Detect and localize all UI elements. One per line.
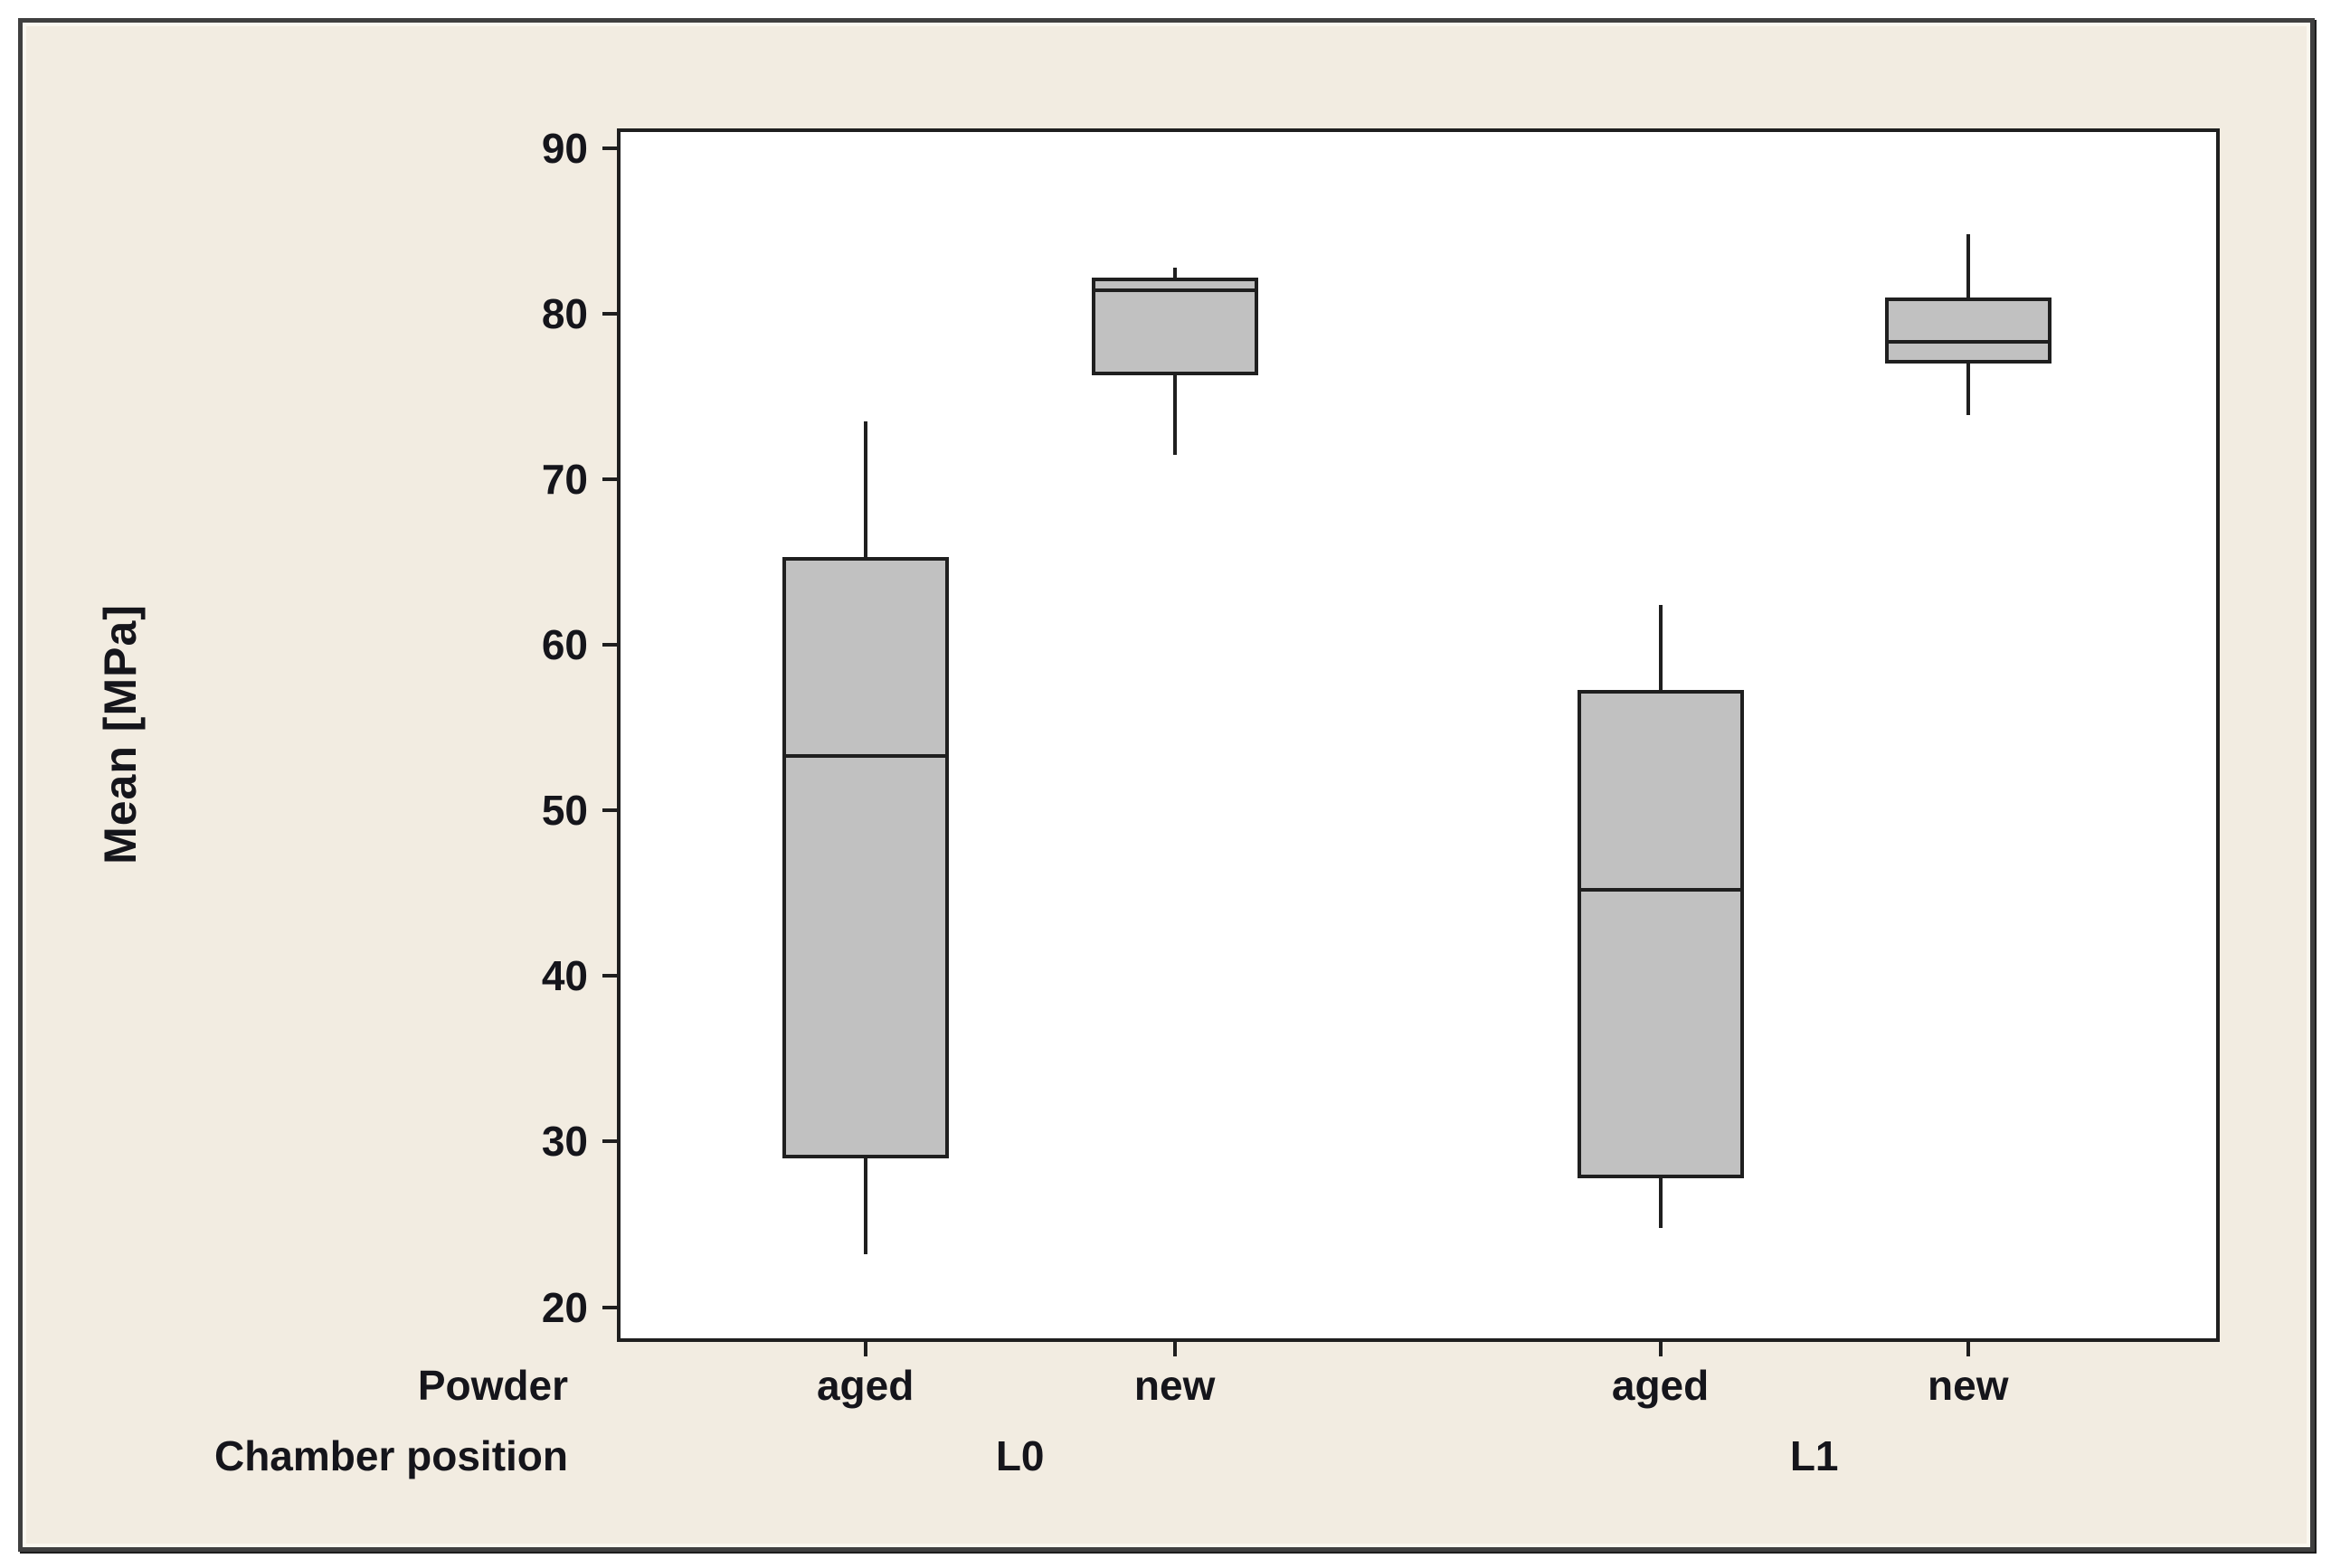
y-axis-tick-label: 20 bbox=[541, 1283, 588, 1331]
y-axis-title: Mean [MPa] bbox=[95, 604, 146, 864]
y-axis-tick bbox=[602, 312, 617, 316]
y-axis-tick bbox=[602, 1305, 617, 1309]
median-line-aged-l0 bbox=[782, 753, 949, 758]
powder-label-new-l1: new bbox=[1928, 1362, 2009, 1409]
y-axis-tick bbox=[602, 1139, 617, 1144]
x-axis-tick-aged-l1 bbox=[1658, 1342, 1663, 1356]
box-new-l1 bbox=[1884, 297, 2051, 364]
median-line-new-l1 bbox=[1884, 340, 2051, 345]
x-axis-row-label-powder: Powder bbox=[417, 1362, 568, 1409]
median-line-new-l0 bbox=[1091, 288, 1258, 293]
x-axis-tick-aged-l0 bbox=[863, 1342, 867, 1356]
y-axis-tick-label: 40 bbox=[541, 952, 588, 1000]
y-axis-tick-label: 50 bbox=[541, 787, 588, 835]
y-axis-tick bbox=[602, 974, 617, 978]
powder-label-aged-l0: aged bbox=[816, 1362, 914, 1409]
box-aged-l0 bbox=[782, 557, 949, 1158]
y-axis-tick bbox=[602, 477, 617, 482]
x-axis-tick-new-l0 bbox=[1172, 1342, 1177, 1356]
y-axis-tick-label: 70 bbox=[541, 456, 588, 504]
x-axis-tick-new-l1 bbox=[1966, 1342, 1970, 1356]
box-new-l0 bbox=[1091, 277, 1258, 375]
y-axis-tick-label: 30 bbox=[541, 1118, 588, 1166]
median-line-aged-l1 bbox=[1577, 888, 1744, 893]
chamber-position-label-l1: L1 bbox=[1789, 1432, 1839, 1479]
powder-label-new-l0: new bbox=[1133, 1362, 1216, 1409]
y-axis-tick-label: 60 bbox=[541, 621, 588, 669]
box-aged-l1 bbox=[1577, 689, 1744, 1178]
y-axis-tick-label: 80 bbox=[541, 290, 588, 338]
y-axis-tick bbox=[602, 643, 617, 647]
chamber-position-label-l0: L0 bbox=[995, 1432, 1045, 1479]
y-axis-tick bbox=[602, 146, 617, 150]
y-axis-tick-label: 90 bbox=[541, 124, 588, 172]
x-axis-row-label-chamber-position: Chamber position bbox=[213, 1432, 568, 1479]
y-axis-tick bbox=[602, 808, 617, 813]
powder-label-aged-l1: aged bbox=[1611, 1362, 1710, 1409]
